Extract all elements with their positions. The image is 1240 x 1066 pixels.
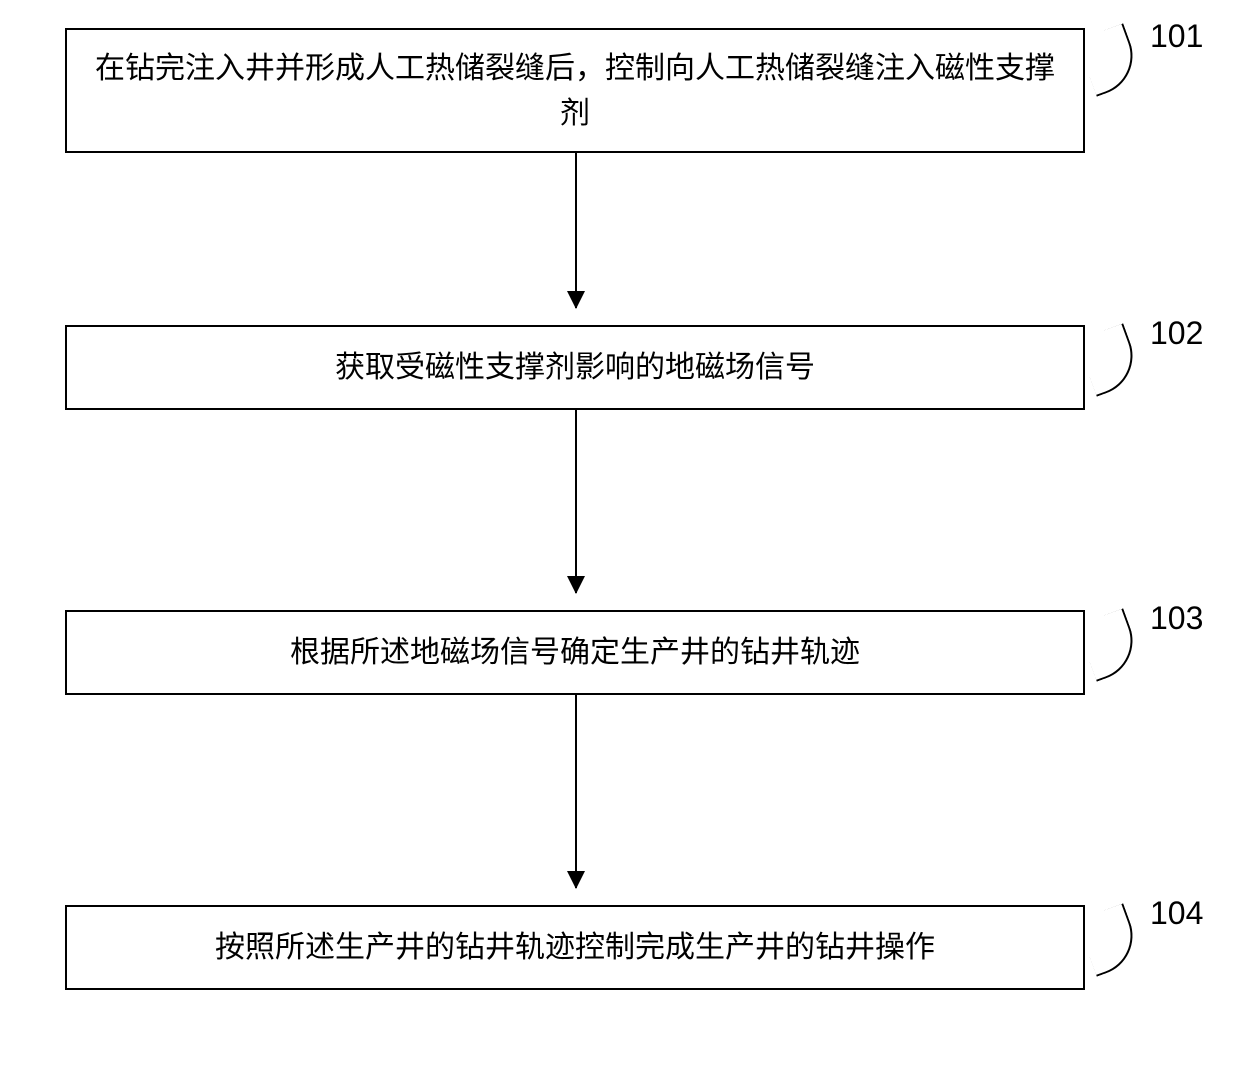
flow-label-103: 103 (1150, 600, 1203, 637)
flow-node-text: 获取受磁性支撑剂影响的地磁场信号 (335, 345, 815, 390)
flow-label-102: 102 (1150, 315, 1203, 352)
flowchart: 在钻完注入井并形成人工热储裂缝后，控制向人工热储裂缝注入磁性支撑剂 101 获取… (0, 0, 1240, 1066)
flow-arrow (575, 695, 577, 888)
label-connector (1076, 903, 1144, 976)
flow-node-101: 在钻完注入井并形成人工热储裂缝后，控制向人工热储裂缝注入磁性支撑剂 (65, 28, 1085, 153)
label-connector (1076, 323, 1144, 396)
flow-label-104: 104 (1150, 895, 1203, 932)
flow-node-103: 根据所述地磁场信号确定生产井的钻井轨迹 (65, 610, 1085, 695)
label-connector (1076, 608, 1144, 681)
flow-label-101: 101 (1150, 18, 1203, 55)
flow-node-102: 获取受磁性支撑剂影响的地磁场信号 (65, 325, 1085, 410)
flow-node-text: 根据所述地磁场信号确定生产井的钻井轨迹 (290, 630, 860, 675)
flow-node-text: 按照所述生产井的钻井轨迹控制完成生产井的钻井操作 (215, 925, 935, 970)
flow-node-104: 按照所述生产井的钻井轨迹控制完成生产井的钻井操作 (65, 905, 1085, 990)
flow-arrow (575, 153, 577, 308)
flow-arrow (575, 410, 577, 593)
label-connector (1076, 23, 1144, 96)
flow-node-text: 在钻完注入井并形成人工热储裂缝后，控制向人工热储裂缝注入磁性支撑剂 (87, 46, 1063, 136)
